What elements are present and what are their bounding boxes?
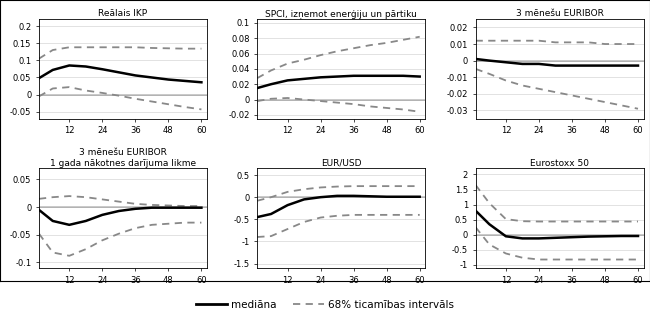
Legend: mediāna, 68% ticamības intervāls: mediāna, 68% ticamības intervāls	[192, 295, 458, 314]
Title: 3 mēnešu EURIBOR
1 gada nākotnes darījuma likme: 3 mēnešu EURIBOR 1 gada nākotnes darījum…	[50, 148, 196, 168]
Title: Reālais IKP: Reālais IKP	[98, 9, 148, 19]
Title: SPCI, izņemot enerģiju un pārtiku: SPCI, izņemot enerģiju un pārtiku	[265, 9, 417, 19]
Title: 3 mēnešu EURIBOR: 3 mēnešu EURIBOR	[515, 9, 603, 19]
Title: Eurostoxx 50: Eurostoxx 50	[530, 159, 589, 168]
Title: EUR/USD: EUR/USD	[321, 159, 361, 168]
